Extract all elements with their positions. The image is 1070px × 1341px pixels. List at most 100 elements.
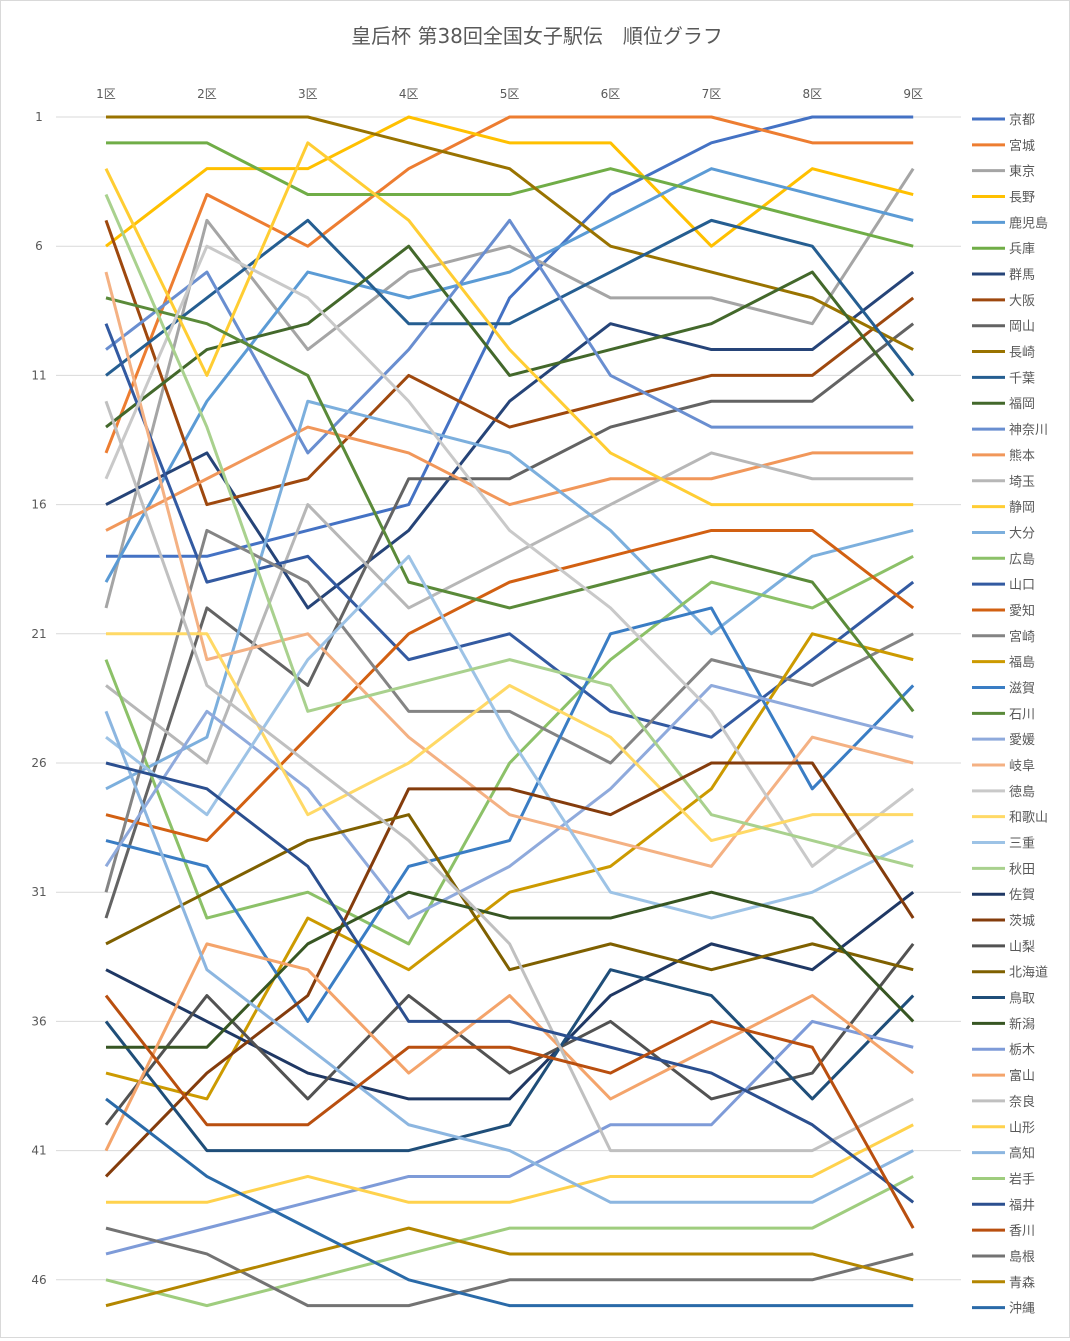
legend-label: 千葉 [1009, 371, 1035, 386]
legend-label: 埼玉 [1009, 475, 1035, 490]
legend-label: 福井 [1009, 1198, 1035, 1213]
legend-label: 石川 [1009, 707, 1035, 722]
legend-label: 秋田 [1009, 862, 1035, 877]
y-tick-label: 36 [31, 1014, 46, 1028]
x-axis-labels: 1区 2区 3区 4区 5区 6区 7区 8区 9区 [96, 87, 923, 101]
series-line-4 [104, 167, 914, 583]
series-line-41 [105, 1175, 914, 1308]
x-tick-label: 3区 [298, 87, 318, 101]
y-tick-label: 16 [31, 498, 46, 512]
y-tick-label: 26 [31, 756, 46, 770]
legend-label: 和歌山 [1009, 811, 1048, 826]
legend-label: 岡山 [1009, 320, 1035, 335]
series-line-46 [105, 1097, 914, 1308]
series-line-3 [105, 115, 914, 248]
series-line-22 [105, 606, 915, 1023]
series-line-14 [105, 451, 914, 765]
legend: 京都宮城東京長野鹿児島兵庫群馬大阪岡山長崎千葉福岡神奈川熊本埼玉静岡大分広島山口… [972, 113, 1048, 1317]
series-line-38 [104, 400, 914, 1153]
legend-label: 愛媛 [1009, 733, 1035, 748]
legend-label: 鳥取 [1009, 992, 1035, 1007]
legend-label: 新潟 [1009, 1016, 1035, 1032]
legend-label: 福島 [1009, 656, 1035, 671]
legend-label: 群馬 [1009, 268, 1035, 283]
legend-label: 三重 [1009, 836, 1035, 852]
legend-label: 富山 [1009, 1068, 1035, 1084]
y-tick-label: 6 [35, 239, 43, 253]
series-line-1 [104, 115, 914, 454]
y-tick-label: 1 [35, 110, 43, 124]
series-line-33 [105, 813, 914, 972]
series-line-26 [104, 244, 915, 868]
legend-label: 京都 [1009, 113, 1035, 128]
series-line-37 [104, 942, 915, 1152]
legend-label: 栃木 [1009, 1043, 1035, 1058]
legend-label: 香川 [1009, 1224, 1035, 1239]
legend-label: 長野 [1009, 191, 1035, 206]
series-line-29 [104, 193, 914, 868]
legend-label: 長崎 [1009, 346, 1035, 361]
legend-label: 山口 [1009, 578, 1035, 593]
legend-label: 佐賀 [1009, 888, 1035, 903]
series-line-45 [105, 1226, 914, 1308]
series-line-12 [105, 218, 914, 455]
legend-label: 福岡 [1009, 397, 1035, 412]
legend-label: 島根 [1009, 1250, 1035, 1265]
x-tick-label: 7区 [702, 87, 722, 101]
legend-label: 宮城 [1009, 138, 1035, 154]
series-line-10 [105, 218, 915, 377]
legend-label: 岩手 [1009, 1172, 1035, 1187]
series-line-35 [106, 890, 915, 1049]
legend-label: 広島 [1009, 552, 1035, 567]
series-line-28 [105, 554, 914, 920]
legend-label: 兵庫 [1009, 242, 1035, 257]
chart-title: 皇后杯 第38回全国女子駅伝 順位グラフ [351, 24, 723, 48]
y-tick-label: 21 [31, 627, 46, 641]
series-line-40 [104, 710, 914, 1204]
series-line-30 [105, 891, 915, 1101]
series-line-39 [106, 1123, 914, 1204]
legend-label: 宮崎 [1009, 629, 1035, 645]
series-lines [104, 115, 915, 1308]
legend-label: 茨城 [1009, 914, 1035, 929]
series-line-15 [104, 141, 914, 507]
series-line-19 [105, 528, 915, 843]
series-line-31 [104, 761, 915, 1178]
x-tick-label: 1区 [96, 87, 116, 101]
y-tick-label: 46 [31, 1273, 46, 1287]
x-tick-label: 5区 [500, 87, 520, 101]
series-line-27 [106, 632, 914, 843]
series-line-25 [104, 271, 914, 868]
legend-label: 青森 [1009, 1276, 1035, 1291]
series-line-32 [104, 942, 915, 1126]
legend-label: 沖縄 [1009, 1302, 1035, 1317]
series-line-20 [104, 528, 914, 893]
legend-label: 岐阜 [1009, 758, 1035, 774]
legend-label: 山梨 [1009, 940, 1035, 955]
x-tick-label: 4区 [399, 87, 419, 101]
series-line-44 [105, 1226, 914, 1308]
x-tick-label: 6区 [601, 87, 621, 101]
x-tick-label: 2区 [197, 87, 217, 101]
legend-label: 山形 [1009, 1121, 1035, 1136]
series-line-6 [105, 270, 915, 610]
legend-label: 熊本 [1009, 448, 1035, 464]
series-line-13 [105, 425, 914, 532]
y-tick-label: 31 [31, 885, 46, 899]
x-tick-label: 9区 [903, 87, 923, 101]
series-line-42 [105, 761, 915, 1204]
series-line-7 [104, 219, 915, 507]
series-line-34 [104, 968, 915, 1153]
legend-label: 滋賀 [1009, 681, 1035, 696]
legend-label: 大阪 [1009, 294, 1035, 309]
y-tick-label: 11 [31, 368, 46, 382]
series-line-24 [104, 683, 914, 920]
legend-label: 奈良 [1009, 1094, 1035, 1110]
legend-label: 高知 [1009, 1146, 1035, 1162]
series-line-16 [105, 399, 914, 791]
series-line-17 [104, 554, 914, 946]
legend-label: 愛知 [1009, 603, 1035, 619]
